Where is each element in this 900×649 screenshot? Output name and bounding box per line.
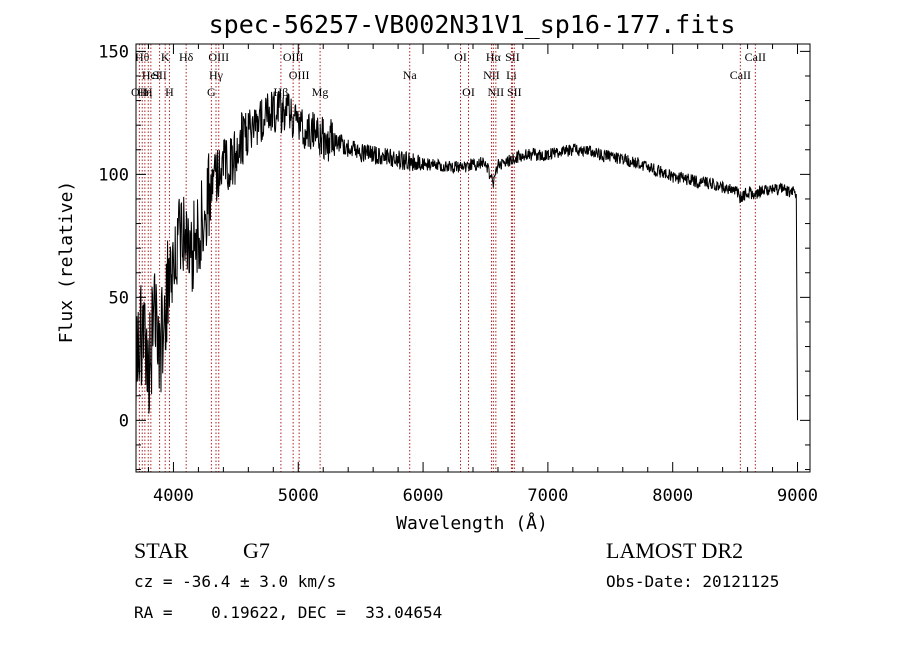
- sky-coordinates: RA = 0.19622, DEC = 33.04654: [134, 603, 443, 622]
- line-label-15: Mg: [312, 85, 329, 99]
- line-label-1: Hθ: [135, 50, 150, 64]
- redshift-velocity: cz = -36.4 ± 3.0 km/s: [134, 572, 337, 591]
- line-label-13: OIII: [283, 50, 304, 64]
- x-axis-label: Wavelength (Å): [396, 512, 548, 534]
- y-axis: 0 50 100 150: [98, 42, 810, 471]
- x-tick-label-0: 4000: [153, 486, 194, 506]
- line-label-18: OI: [462, 85, 475, 99]
- line-label-21: NII: [488, 85, 505, 99]
- line-label-3: H: [144, 85, 153, 99]
- line-label-2: Hη: [137, 85, 152, 99]
- line-label-25: CaII: [730, 68, 751, 82]
- line-label-19: NII: [483, 68, 500, 82]
- x-tick-label-4: 8000: [652, 486, 693, 506]
- line-label-9: G: [207, 85, 216, 99]
- line-label-22: Li: [506, 68, 517, 82]
- line-label-10: Hγ: [209, 68, 224, 82]
- line-label-8: Hδ: [179, 50, 194, 64]
- line-label-6: K: [161, 50, 170, 64]
- line-label-14: OIII: [289, 68, 310, 82]
- spectrum-layer: [135, 88, 798, 421]
- chart-title: spec-56257-VB002N31V1_sp16-177.fits: [209, 10, 736, 39]
- line-label-11: OIII: [208, 50, 229, 64]
- plot-frame: [135, 43, 811, 473]
- line-label-5: SII: [152, 68, 167, 82]
- x-tick-label-1: 5000: [278, 486, 319, 506]
- survey-name: LAMOST DR2: [606, 538, 744, 563]
- x-tick-label-5: 9000: [777, 486, 818, 506]
- object-subclass: G7: [243, 538, 270, 563]
- x-axis: 4000 5000 6000 7000 8000 9000: [147, 44, 818, 506]
- line-label-20: Hα: [486, 50, 502, 64]
- line-label-4: HeI: [142, 68, 160, 82]
- line-label-24: SII: [507, 85, 522, 99]
- y-tick-label-3: 150: [98, 42, 129, 62]
- x-tick-label-2: 6000: [403, 486, 444, 506]
- line-label-23: SII: [505, 50, 520, 64]
- line-label-0: OII: [131, 85, 148, 99]
- line-label-26: CaII: [745, 50, 766, 64]
- y-tick-label-1: 50: [109, 288, 129, 308]
- observation-date: Obs-Date: 20121125: [606, 572, 780, 591]
- line-label-16: Na: [403, 68, 418, 82]
- y-axis-label: Flux (relative): [56, 181, 77, 344]
- line-label-7: H: [165, 85, 174, 99]
- line-label-17: OI: [454, 50, 467, 64]
- spectral-line-markers: OIIHθHηHHeISIIKHHδGHγOIIIHβOIIIOIIIMgNaO…: [131, 44, 766, 472]
- y-tick-label-0: 0: [119, 411, 129, 431]
- object-class: STAR: [134, 538, 189, 563]
- x-tick-label-3: 7000: [527, 486, 568, 506]
- y-tick-label-2: 100: [98, 165, 129, 185]
- spectrum-line: [135, 88, 798, 421]
